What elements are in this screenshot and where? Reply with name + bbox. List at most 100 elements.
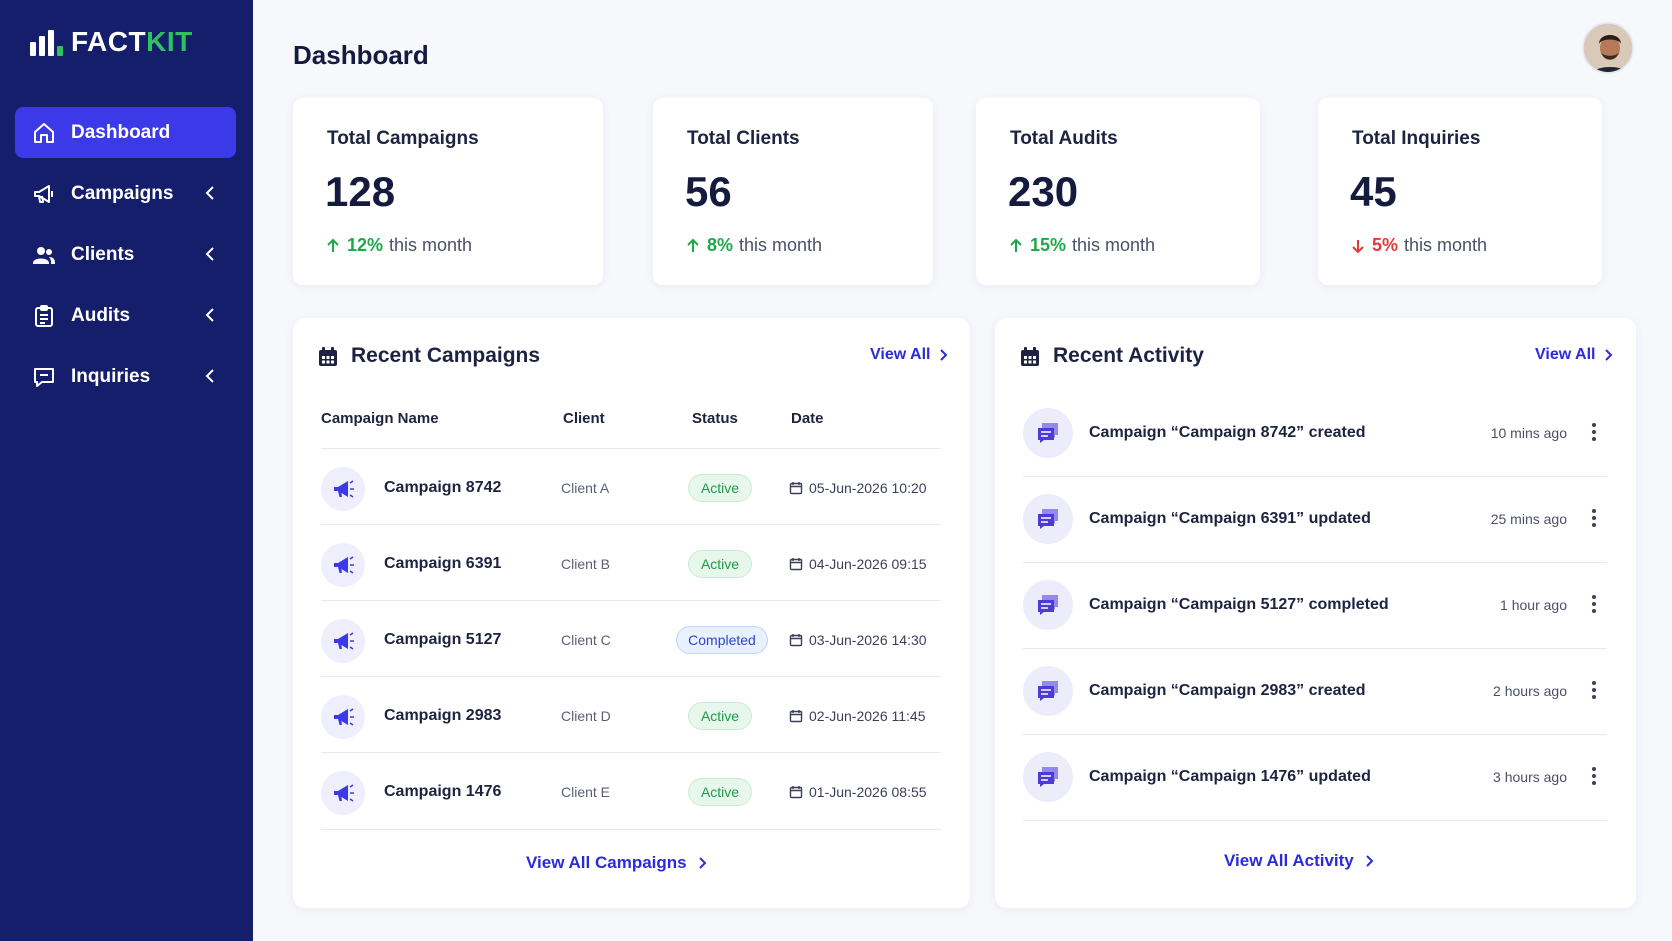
stat-change-percent: 8% [707,235,734,255]
divider [1023,562,1607,563]
message-icon [1023,494,1073,544]
status-badge: Completed [676,626,768,654]
column-header-status[interactable]: Status [692,410,738,427]
arrow-up-icon [1010,238,1022,252]
campaign-name[interactable]: Campaign 1476 [384,783,502,800]
home-icon [31,120,57,146]
more-vertical-icon[interactable] [1585,420,1603,444]
stat-change-percent: 5% [1372,235,1399,255]
stat-change: 5% this month [1350,235,1487,256]
activity-item[interactable]: Campaign “Campaign 8742” created 10 mins… [1023,390,1607,476]
clipboard-icon [31,303,57,329]
megaphone-icon [321,771,365,815]
more-vertical-icon[interactable] [1585,678,1603,702]
view-all-campaigns-link[interactable]: View All [870,346,950,364]
stat-title: Total Audits [1010,128,1118,149]
column-header-client[interactable]: Client [563,410,605,427]
status-badge: Active [688,474,752,502]
column-header-campaign-name[interactable]: Campaign Name [321,410,439,427]
chevron-right-icon [940,349,948,361]
stat-value: 56 [685,168,732,215]
more-vertical-icon[interactable] [1585,764,1603,788]
stat-change-percent: 15% [1030,235,1067,255]
megaphone-icon [321,695,365,739]
sidebar-item-audits[interactable]: Audits [15,290,236,341]
stat-value: 45 [1350,168,1397,215]
stat-value: 230 [1008,168,1079,215]
campaign-name[interactable]: Campaign 8742 [384,479,502,496]
brand-name: FACTKIT [71,26,193,57]
activity-item[interactable]: Campaign “Campaign 1476” updated 3 hours… [1023,734,1607,820]
view-all-activity-button[interactable]: View All Activity [1224,851,1376,871]
table-row[interactable]: Campaign 6391 Client B Active 04-Jun-202… [321,524,941,600]
activity-item[interactable]: Campaign “Campaign 2983” created 2 hours… [1023,648,1607,734]
client-name: Client E [561,784,611,800]
activity-text: Campaign “Campaign 5127” completed [1089,596,1389,613]
activity-item[interactable]: Campaign “Campaign 5127” completed 1 hou… [1023,562,1607,648]
campaign-name[interactable]: Campaign 6391 [384,555,502,572]
stat-change-suffix: this month [1072,235,1156,255]
calendar-icon [789,558,803,571]
sidebar-item-dashboard[interactable]: Dashboard [15,107,236,158]
sidebar-item-inquiries[interactable]: Inquiries [15,351,236,402]
stat-change-suffix: this month [389,235,473,255]
calendar-icon [1021,347,1039,366]
recent-activity-panel: Recent Activity View All Campaign “Campa… [995,318,1636,908]
user-avatar[interactable] [1582,22,1634,74]
activity-text: Campaign “Campaign 6391” updated [1089,510,1371,527]
stat-card-audits: Total Audits 230 15% this month [976,98,1260,285]
megaphone-icon [321,619,365,663]
client-name: Client C [561,632,611,648]
stat-change: 8% this month [685,235,822,256]
date-cell: 01-Jun-2026 08:55 [789,784,927,800]
stat-change-suffix: this month [1404,235,1488,255]
stat-change: 15% this month [1008,235,1155,256]
divider [1023,648,1607,649]
sidebar-item-label: Dashboard [71,121,171,143]
activity-item[interactable]: Campaign “Campaign 6391” updated 25 mins… [1023,476,1607,562]
sidebar-item-campaigns[interactable]: Campaigns [15,168,236,219]
date-cell: 03-Jun-2026 14:30 [789,632,927,648]
chevron-right-icon [1605,349,1613,361]
more-vertical-icon[interactable] [1585,506,1603,530]
megaphone-icon [321,543,365,587]
arrow-down-icon [1352,239,1364,253]
chevron-left-icon [205,369,214,383]
calendar-icon [319,347,337,366]
stat-card-clients: Total Clients 56 8% this month [653,98,933,285]
view-all-campaigns-button[interactable]: View All Campaigns [526,853,709,873]
campaign-name[interactable]: Campaign 5127 [384,631,502,648]
panel-title: Recent Activity [1053,344,1204,367]
megaphone-icon [321,467,365,511]
chevron-right-icon [1366,855,1374,867]
campaign-name[interactable]: Campaign 2983 [384,707,502,724]
view-all-activity-link[interactable]: View All [1535,346,1615,364]
table-row[interactable]: Campaign 2983 Client D Active 02-Jun-202… [321,676,941,752]
brand-logo[interactable]: FACTKIT [30,26,193,58]
stat-card-campaigns: Total Campaigns 128 12% this month [293,98,603,285]
sidebar-item-label: Audits [71,304,131,326]
stat-card-inquiries: Total Inquiries 45 5% this month [1318,98,1602,285]
stat-value: 128 [325,168,396,215]
table-row[interactable]: Campaign 1476 Client E Active 01-Jun-202… [321,752,941,828]
sidebar-item-clients[interactable]: Clients [15,229,236,280]
column-header-date[interactable]: Date [791,410,824,427]
calendar-icon [789,710,803,723]
table-divider [321,829,941,830]
client-name: Client D [561,708,611,724]
stat-change-percent: 12% [347,235,384,255]
recent-campaigns-panel: Recent Campaigns View All Campaign Name … [293,318,970,908]
date-cell: 04-Jun-2026 09:15 [789,556,927,572]
divider [1023,734,1607,735]
page-title: Dashboard [293,40,429,70]
table-row[interactable]: Campaign 5127 Client C Completed 03-Jun-… [321,600,941,676]
stat-title: Total Clients [687,128,800,149]
more-vertical-icon[interactable] [1585,592,1603,616]
sidebar-nav: Dashboard Campaigns Clients Audits [15,107,236,412]
calendar-icon [789,786,803,799]
activity-text: Campaign “Campaign 2983” created [1089,682,1366,699]
message-icon [1023,580,1073,630]
client-name: Client A [561,480,610,496]
activity-time: 10 mins ago [1490,425,1567,441]
table-row[interactable]: Campaign 8742 Client A Active 05-Jun-202… [321,448,941,524]
